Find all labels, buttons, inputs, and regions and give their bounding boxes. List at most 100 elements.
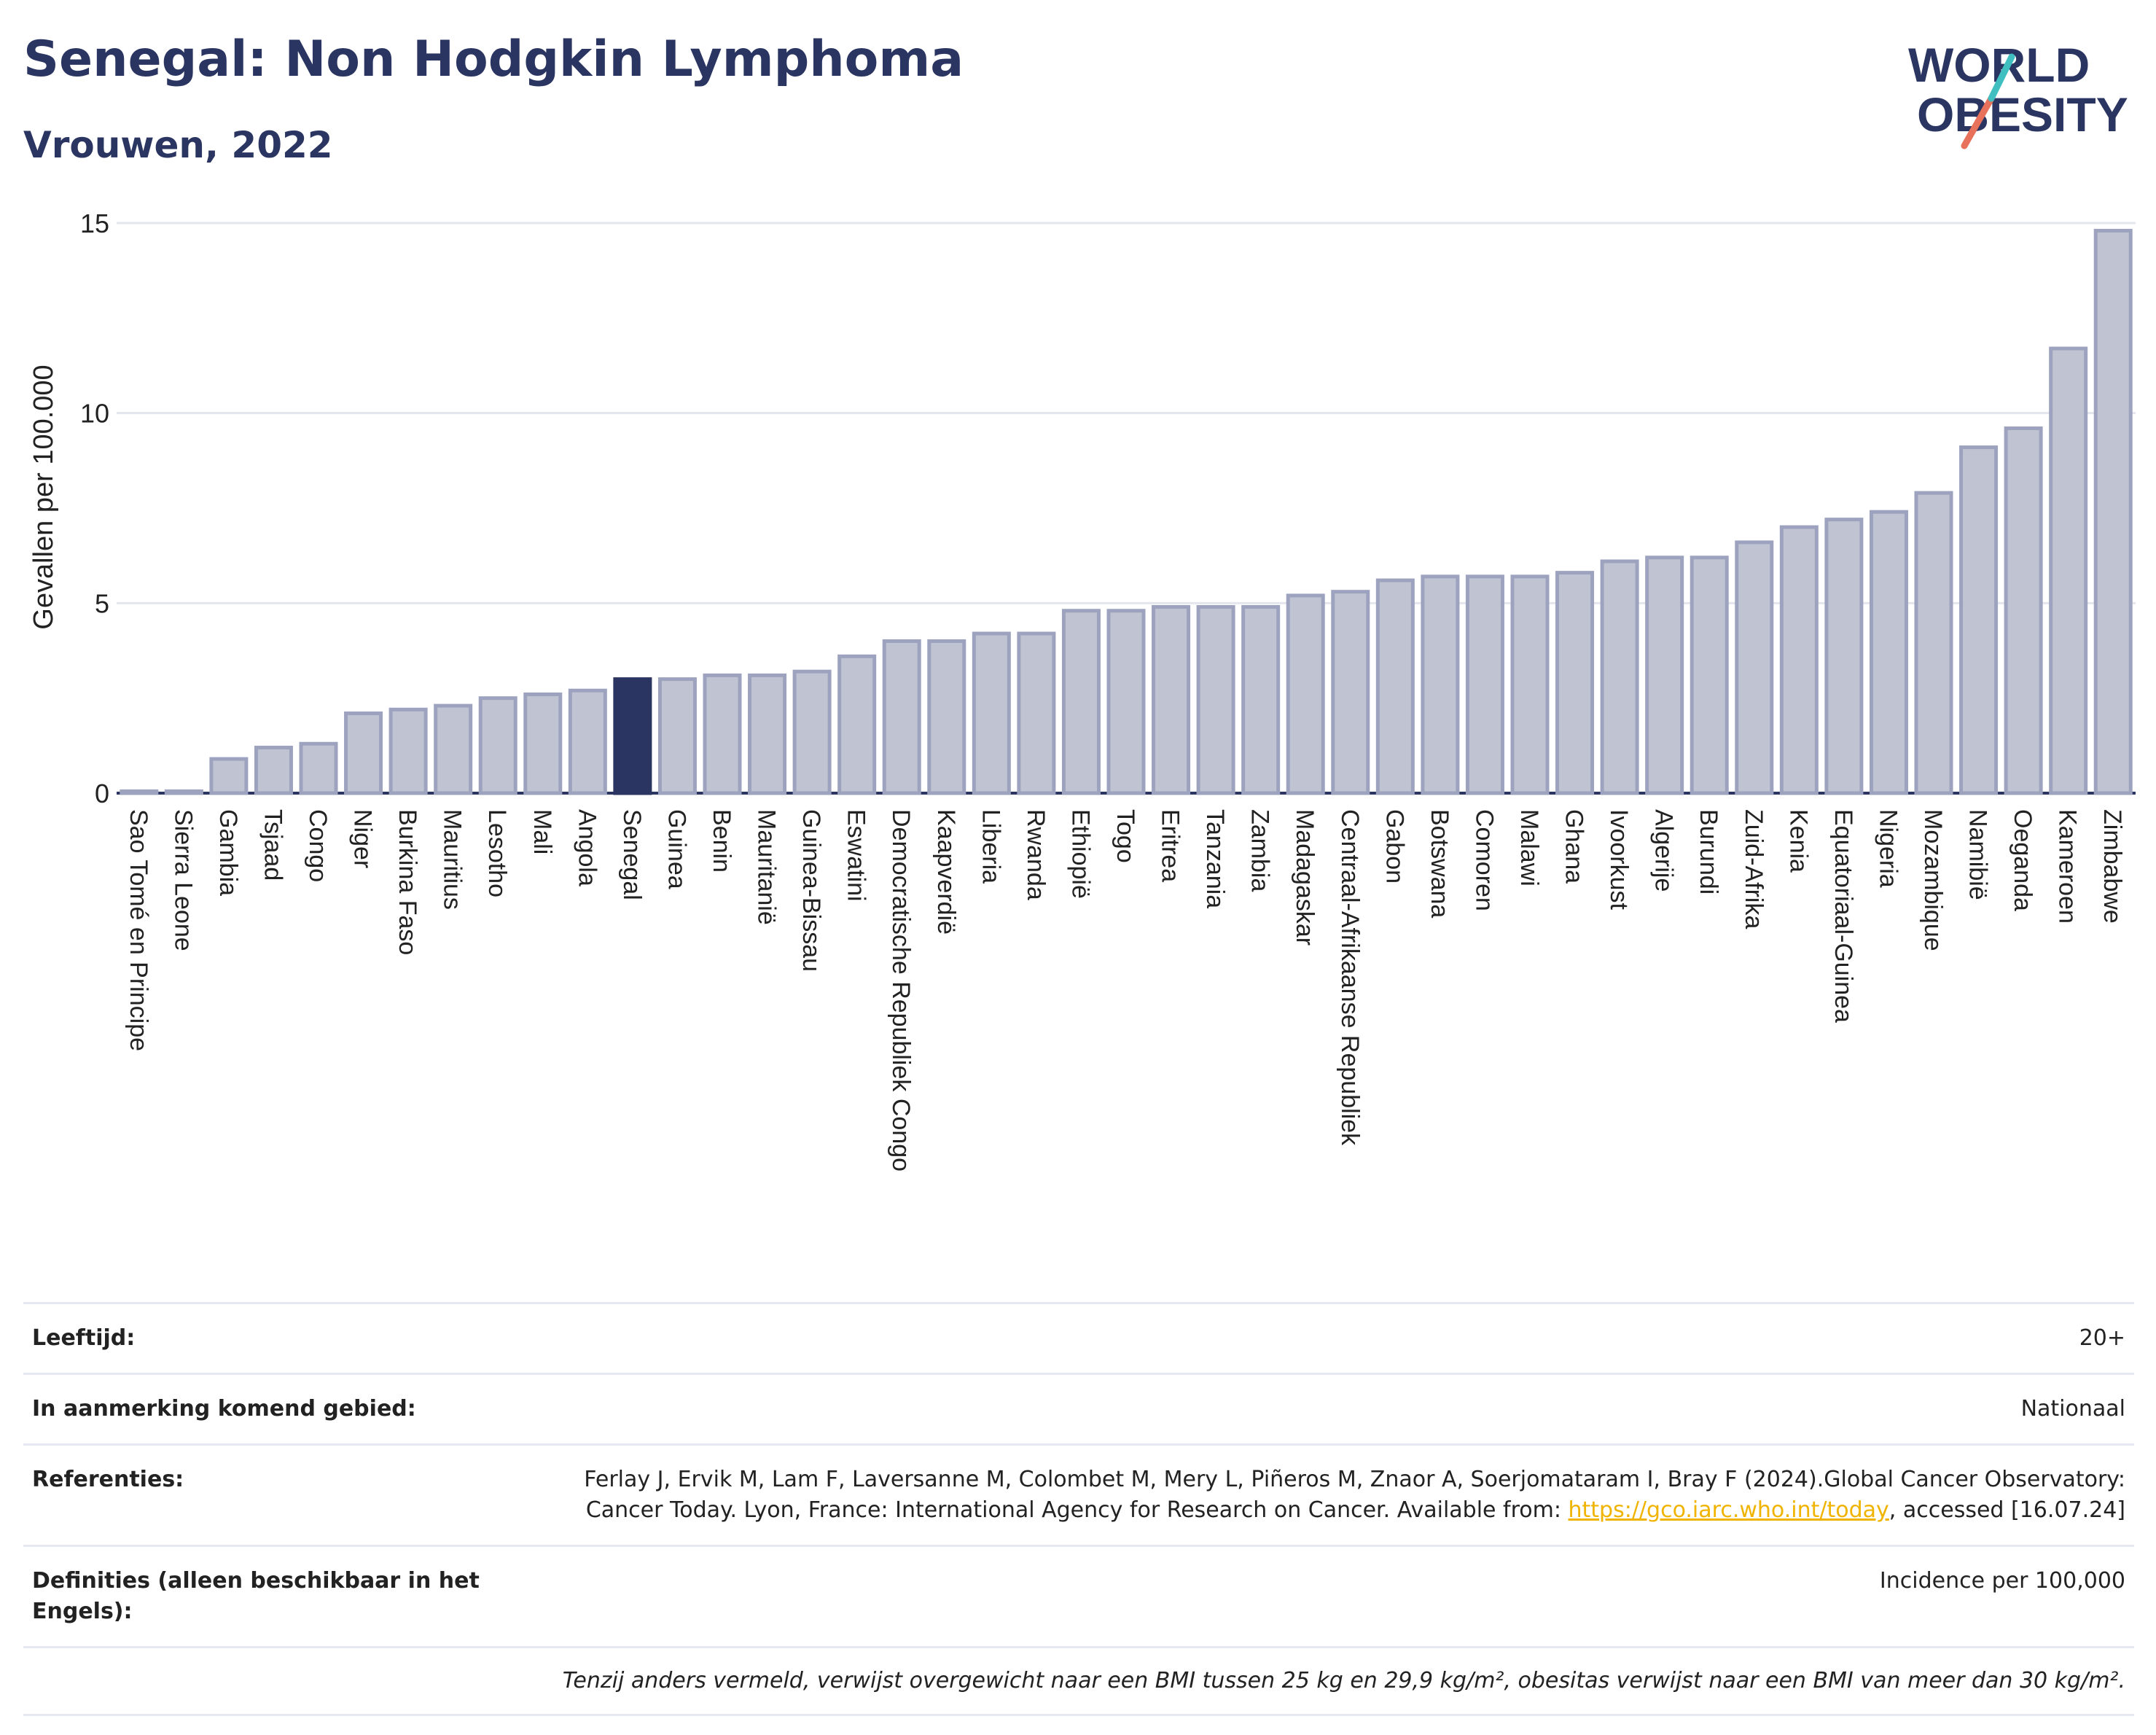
y-axis-label: Gevallen per 100.000	[28, 364, 59, 629]
x-tick-label: Algerije	[1650, 809, 1678, 892]
x-tick-label: Gabon	[1380, 809, 1408, 884]
x-tick-label: Mauritanië	[753, 809, 781, 925]
x-tick-label: Zuid-Afrika	[1740, 809, 1768, 929]
x-tick-label: Kaapverdië	[932, 809, 960, 935]
bar-democratische-republiek-congo	[882, 639, 921, 795]
x-tick-label: Burundi	[1695, 809, 1722, 894]
x-tick-label: Mauritius	[439, 809, 466, 910]
x-tick-label: Congo	[304, 809, 332, 882]
bar-centraal-afrikaanse-republiek	[1331, 590, 1370, 795]
x-tick-label: Centraal-Afrikaanse Republiek	[1336, 809, 1364, 1146]
info-row-area: In aanmerking komend gebied: Nationaal	[23, 1373, 2134, 1443]
bar-malawi	[1510, 574, 1550, 795]
x-tick-label: Lesotho	[483, 809, 511, 897]
x-tick-label: Rwanda	[1022, 809, 1050, 900]
bar-ghana	[1555, 571, 1595, 795]
bar-angola	[568, 688, 607, 795]
age-label: Leeftijd:	[32, 1325, 136, 1351]
x-tick-label: Gambia	[214, 809, 242, 896]
x-tick-label: Comoren	[1470, 809, 1498, 911]
references-link[interactable]: https://gco.iarc.who.int/today	[1568, 1497, 1889, 1523]
bar-chart: 0 5 10 15 Sao Tomé en Principe Sierra Leone G…	[28, 208, 2136, 1171]
info-table: Leeftijd: 20+ In aanmerking komend gebie…	[23, 1302, 2134, 1716]
bar-mozambique	[1914, 491, 1953, 795]
bar-mauritani-	[748, 673, 787, 795]
x-tick-label: Burkina Faso	[394, 809, 421, 955]
references-text-2: , accessed [16.07.24]	[1889, 1497, 2125, 1523]
x-tick-label: Guinea-Bissau	[797, 809, 825, 972]
x-tick-label: Democratische Republiek Congo	[887, 809, 915, 1171]
bar-algerije	[1645, 555, 1684, 795]
bar-togo	[1106, 609, 1146, 795]
bar-ethiopi-	[1061, 609, 1101, 795]
references-text-1: Ferlay J, Ervik M, Lam F, Laversanne M, …	[584, 1467, 2125, 1523]
y-tick-label: 0	[95, 779, 109, 808]
age-value: 20+	[2079, 1325, 2125, 1351]
y-tick-label: 10	[80, 399, 109, 429]
x-tick-label: Equatoriaal-Guinea	[1829, 809, 1857, 1023]
x-tick-label: Zambia	[1246, 809, 1274, 892]
x-tick-label: Namibië	[1964, 809, 1992, 900]
bar-sao-tom-en-principe	[120, 789, 159, 795]
x-tick-label: Mali	[528, 809, 556, 854]
y-tick-label: 15	[80, 208, 109, 238]
references-value: Ferlay J, Ervik M, Lam F, Laversanne M, …	[558, 1465, 2125, 1526]
footnote: Tenzij anders vermeld, verwijst overgewi…	[23, 1646, 2134, 1716]
x-tick-label: Kameroen	[2054, 809, 2082, 924]
bar-mali	[523, 692, 563, 795]
bar-sierra-leone	[164, 789, 203, 795]
logo-slash-coral	[1961, 95, 1995, 149]
bars	[120, 228, 2133, 795]
x-tick-label: Eritrea	[1157, 809, 1184, 882]
x-tick-label: Ghana	[1561, 809, 1588, 884]
bar-comoren	[1465, 574, 1504, 795]
area-value: Nationaal	[2020, 1396, 2125, 1422]
x-tick-label: Niger	[349, 809, 377, 868]
bar-zuid-afrika	[1735, 540, 1774, 795]
world-obesity-logo: WORLD OBESITY	[1908, 38, 2128, 149]
bar-eswatini	[837, 654, 877, 795]
x-tick-label: Benin	[708, 809, 735, 873]
x-tick-label: Liberia	[977, 809, 1004, 884]
info-row-definitions: Definities (alleen beschikbaar in het En…	[23, 1545, 2134, 1646]
logo-word-obesity: OBESITY	[1917, 87, 2128, 141]
info-row-age: Leeftijd: 20+	[23, 1302, 2134, 1373]
x-tick-label: Oeganda	[2009, 809, 2036, 911]
page-title: Senegal: Non Hodgkin Lymphoma	[23, 31, 964, 88]
bar-lesotho	[478, 696, 517, 795]
bar-zimbabwe	[2093, 228, 2133, 795]
bar-niger	[344, 711, 383, 795]
bar-equatoriaal-guinea	[1824, 518, 1864, 795]
bar-eritrea	[1152, 605, 1191, 795]
bar-oeganda	[2004, 426, 2043, 795]
bar-ivoorkust	[1600, 559, 1639, 795]
bar-liberia	[972, 631, 1011, 795]
bar-burkina-faso	[388, 707, 428, 795]
bar-zambia	[1241, 605, 1281, 795]
x-tick-label: Angola	[573, 809, 601, 886]
x-tick-label: Sao Tomé en Principe	[125, 809, 152, 1051]
bar-gabon	[1375, 578, 1415, 795]
bar-kenia	[1779, 525, 1819, 795]
definitions-label: Definities (alleen beschikbaar in het En…	[32, 1568, 480, 1624]
x-tick-label: Sierra Leone	[169, 809, 197, 951]
y-axis-ticks: 0 5 10 15	[80, 208, 109, 808]
bar-burundi	[1690, 555, 1729, 795]
info-row-references: Referenties: Ferlay J, Ervik M, Lam F, L…	[23, 1443, 2134, 1545]
page-subtitle: Vrouwen, 2022	[23, 124, 333, 166]
x-tick-label: Ivoorkust	[1605, 809, 1633, 910]
definitions-value: Incidence per 100,000	[1879, 1568, 2125, 1594]
x-tick-label: Mozambique	[1919, 809, 1947, 951]
bar-madagaskar	[1286, 593, 1325, 795]
bar-senegal	[613, 677, 652, 795]
x-tick-label: Eswatini	[843, 809, 870, 902]
bar-kaapverdi-	[927, 639, 966, 795]
x-axis-labels: Sao Tomé en Principe Sierra Leone Gambia Ts…	[125, 809, 2126, 1171]
bar-benin	[703, 673, 742, 795]
logo-slash-teal	[1988, 53, 2015, 102]
bar-kameroen	[2049, 346, 2088, 795]
x-tick-label: Nigeria	[1874, 809, 1902, 888]
bar-guinea	[657, 677, 697, 795]
bar-rwanda	[1017, 631, 1056, 795]
x-tick-label: Tsjaad	[259, 809, 286, 881]
